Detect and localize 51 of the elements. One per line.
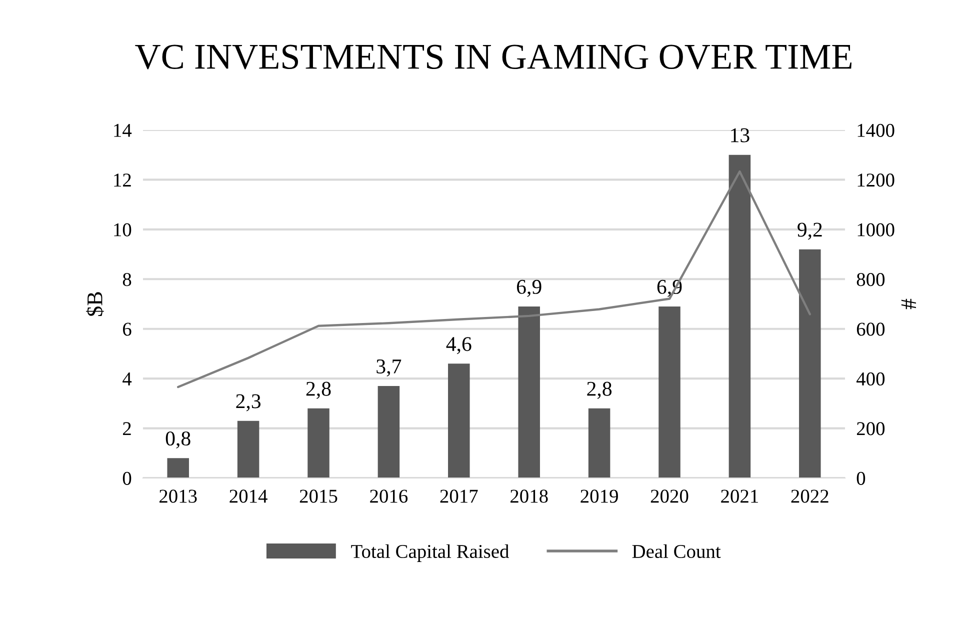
- y-tick-label: 10: [114, 223, 132, 236]
- data-label: 2,8: [306, 382, 331, 399]
- y2-tick-label: 0: [856, 472, 866, 485]
- x-tick-label: 2013: [160, 490, 197, 503]
- chart-title: VC INVESTMENTS IN GAMING OVER TIME: [135, 44, 852, 70]
- data-label: 6,9: [657, 280, 682, 297]
- x-tick-label: 2018: [510, 490, 548, 503]
- data-label: 3,7: [376, 359, 402, 376]
- y-tick-label: 14: [114, 124, 132, 137]
- y2-tick-label: 1000: [858, 223, 894, 236]
- bar: [518, 306, 540, 478]
- y2-tick-label: 200: [856, 422, 885, 436]
- y2-tick-label: 800: [856, 272, 885, 286]
- data-label: 2,3: [236, 394, 261, 412]
- y-tick-label: 2: [123, 422, 131, 436]
- y-tick-label: 6: [123, 322, 132, 336]
- y2-tick-label: 1400: [858, 124, 894, 137]
- data-label: 13: [731, 128, 750, 142]
- legend-label: Total Capital Raised: [351, 544, 509, 562]
- y-tick-label: 4: [122, 372, 132, 386]
- x-tick-label: 2016: [370, 490, 408, 503]
- y2-tick-label: 1200: [858, 174, 894, 187]
- bar: [308, 408, 330, 478]
- x-tick-label: 2022: [791, 490, 828, 503]
- bar: [378, 386, 400, 478]
- x-tick-label: 2014: [230, 490, 268, 503]
- x-tick-label: 2020: [650, 490, 688, 503]
- bar: [799, 249, 821, 478]
- bar: [237, 420, 260, 478]
- y-tick-label: 12: [114, 174, 131, 186]
- data-label: 4,6: [446, 337, 472, 354]
- y-tick-label: 8: [122, 272, 132, 286]
- data-label: 0,8: [166, 431, 190, 449]
- bar: [728, 154, 751, 478]
- bar: [588, 408, 610, 478]
- bar: [448, 364, 470, 478]
- y2-tick-label: 400: [856, 372, 885, 386]
- x-tick-label: 2015: [300, 490, 338, 503]
- x-tick-label: 2017: [440, 490, 478, 503]
- x-tick-label: 2019: [580, 490, 618, 503]
- y2-axis-title: #: [901, 298, 916, 310]
- data-label: 2,8: [587, 382, 612, 399]
- legend-label: Deal Count: [632, 544, 721, 558]
- bar: [658, 306, 680, 478]
- data-label: 6,9: [516, 280, 542, 297]
- x-tick-label: 2021: [721, 490, 758, 503]
- y-tick-label: 0: [122, 472, 132, 485]
- y2-tick-label: 600: [856, 322, 885, 336]
- data-label: 9,2: [798, 222, 822, 240]
- bar: [167, 458, 189, 478]
- y-axis-title: $B: [86, 292, 104, 316]
